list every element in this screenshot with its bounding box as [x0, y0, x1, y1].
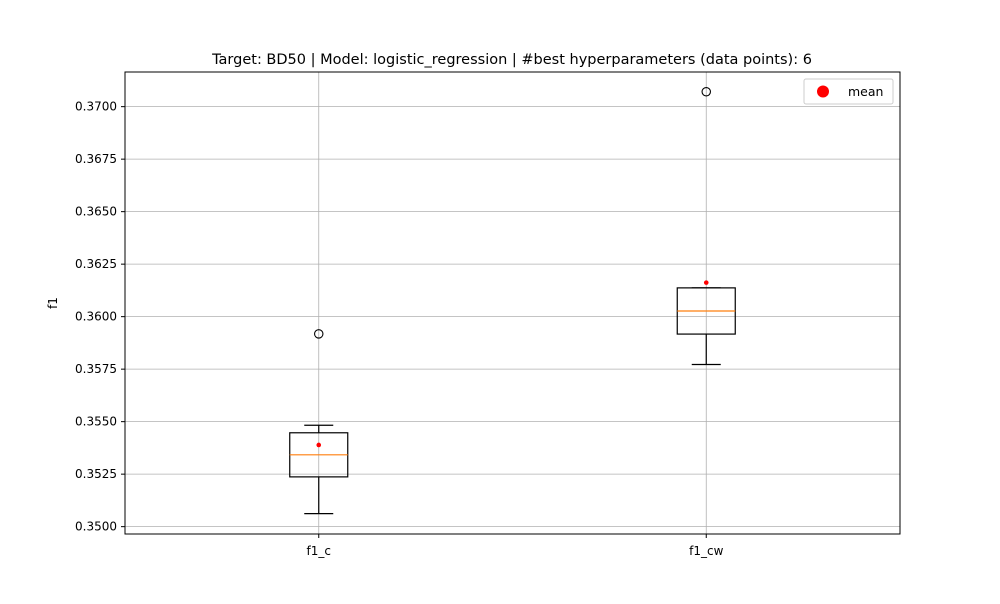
legend-mean-label: mean — [848, 84, 883, 99]
x-tick-label: f1_c — [307, 544, 331, 558]
y-axis-label: f1 — [46, 297, 60, 309]
y-tick-label: 0.3600 — [75, 310, 117, 324]
mean-marker — [316, 442, 322, 448]
box-group — [289, 86, 736, 515]
legend: mean — [803, 78, 894, 105]
y-tick-label: 0.3625 — [75, 257, 117, 271]
y-tick-label: 0.3700 — [75, 100, 117, 114]
plot-area-frame — [124, 71, 901, 535]
y-tick-label: 0.3500 — [75, 520, 117, 534]
grid-lines — [125, 72, 900, 534]
legend-frame — [803, 78, 894, 105]
mean-marker — [703, 280, 709, 285]
outlier-point — [701, 86, 711, 97]
y-tick-label: 0.3675 — [75, 152, 117, 166]
y-tick-label: 0.3525 — [75, 467, 117, 481]
legend-mean-marker — [817, 85, 829, 98]
chart-title: Target: BD50 | Model: logistic_regressio… — [211, 52, 812, 68]
axis-ticks: 0.3500 0.3525 0.3550 0.3575 0.3600 0.3625 0.36… — [75, 100, 724, 558]
y-tick-label: 0.3650 — [75, 205, 117, 219]
outlier-point — [313, 329, 324, 339]
box-f1_cw — [676, 86, 736, 366]
y-tick-label: 0.3575 — [75, 362, 117, 376]
box-f1_c — [289, 329, 349, 515]
x-tick-label: f1_cw — [689, 544, 723, 558]
y-tick-label: 0.3550 — [75, 415, 117, 429]
